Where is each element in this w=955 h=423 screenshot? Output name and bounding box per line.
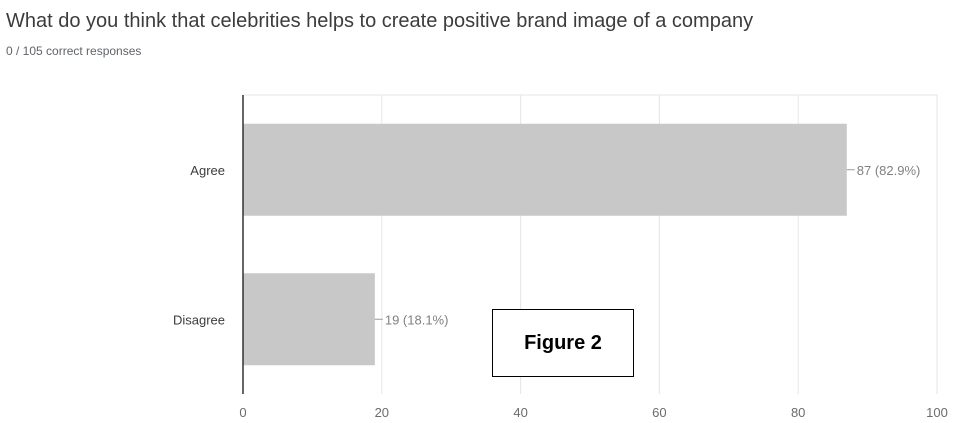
bar-disagree xyxy=(243,273,375,366)
data-label: 87 (82.9%) xyxy=(857,163,921,178)
chart-title: What do you think that celebrities helps… xyxy=(6,10,754,32)
category-label: Disagree xyxy=(173,312,225,327)
figure-caption-box: Figure 2 xyxy=(492,309,634,377)
labels: 0 20 40 60 80 100 Agree 87 (82.9%) Disagree 19 (1… xyxy=(173,163,948,420)
bar-agree xyxy=(243,123,847,216)
x-tick-label: 40 xyxy=(513,405,527,420)
x-tick-label: 100 xyxy=(926,405,948,420)
responses-count: 0 / 105 correct responses xyxy=(6,44,142,58)
data-label: 19 (18.1%) xyxy=(385,312,449,327)
x-tick-label: 0 xyxy=(239,405,246,420)
x-tick-label: 60 xyxy=(652,405,666,420)
bars xyxy=(243,123,847,366)
category-label: Agree xyxy=(190,163,225,178)
x-tick-label: 20 xyxy=(375,405,389,420)
x-tick-label: 80 xyxy=(791,405,805,420)
